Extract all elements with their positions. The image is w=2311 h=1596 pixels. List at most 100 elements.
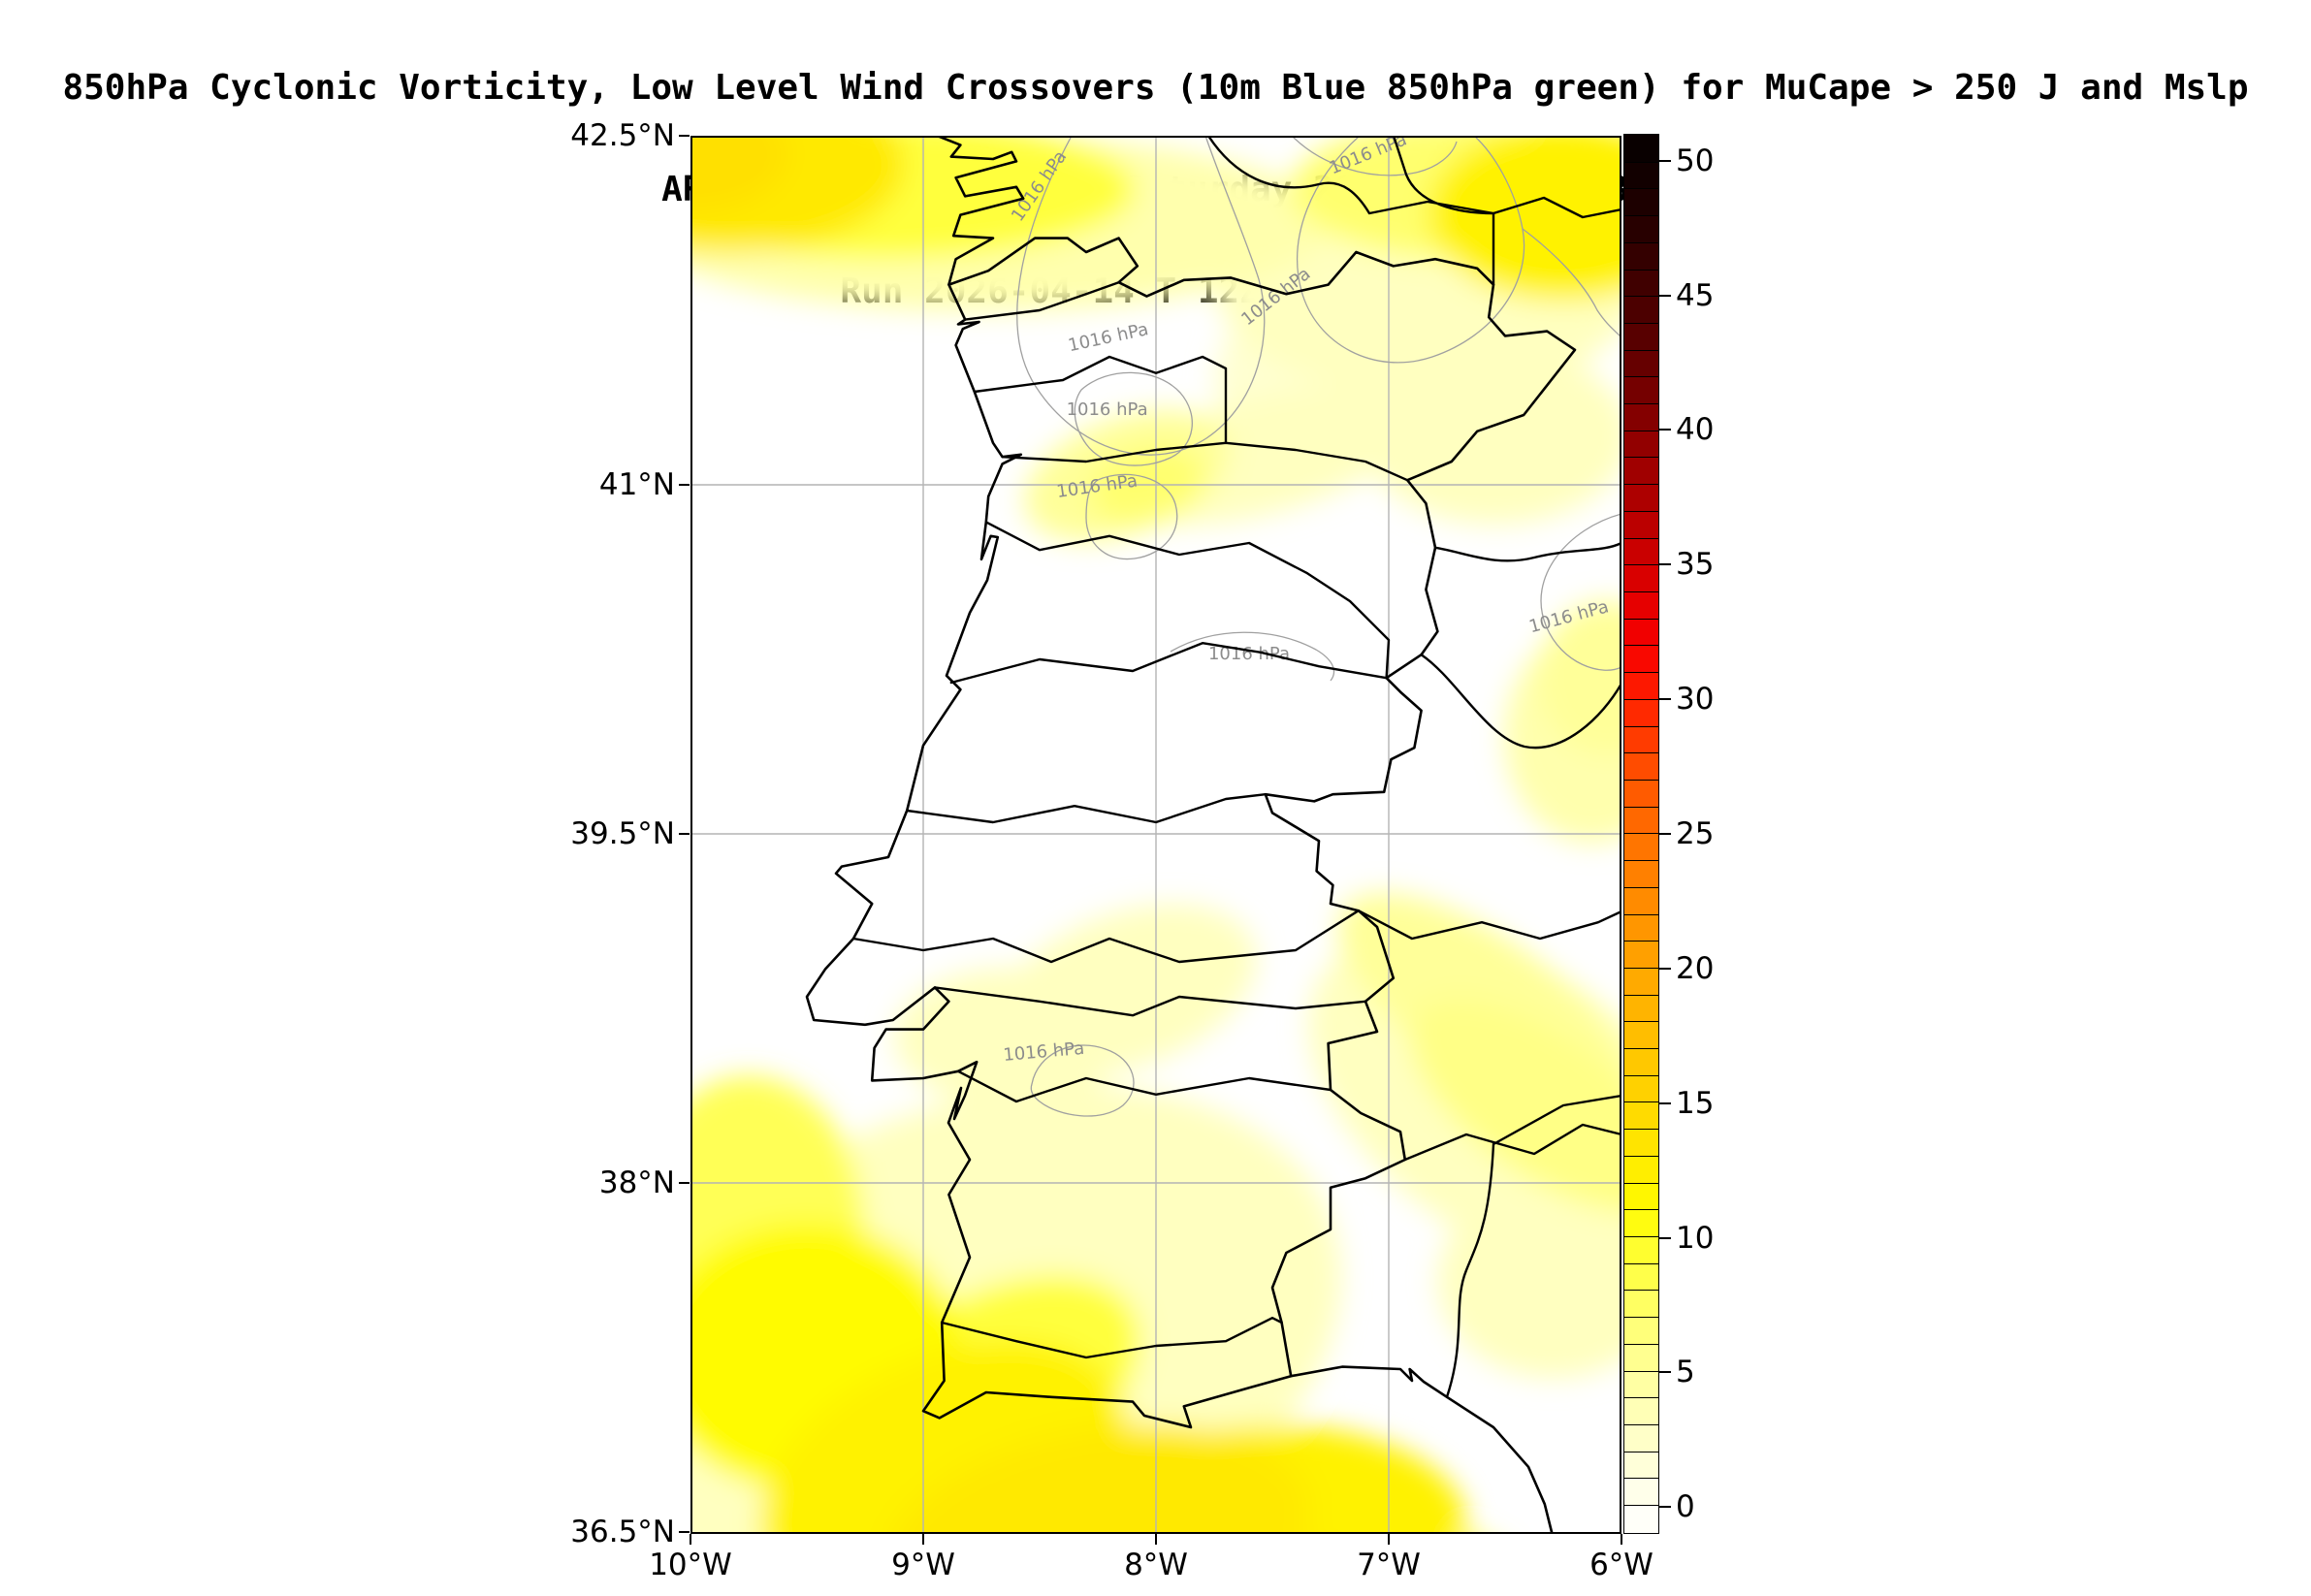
colorbar-segment (1624, 1451, 1658, 1479)
vorticity-blob (690, 136, 788, 213)
x-tick-mark (1155, 1534, 1157, 1545)
colorbar-segment (1624, 269, 1658, 297)
colorbar-tick-label: 5 (1676, 1355, 1695, 1390)
x-tick-label: 10°W (649, 1548, 732, 1582)
isobar-value-label: 1016 hPa (1067, 399, 1148, 420)
colorbar-tick-label: 25 (1676, 816, 1715, 851)
coastline-borders-layer (805, 136, 1621, 1534)
isobar-value-label: 1016 hPa (1208, 644, 1290, 664)
colorbar-segment (1624, 1343, 1658, 1371)
colorbar-segment (1624, 457, 1658, 485)
colorbar-tick-mark (1659, 563, 1671, 566)
y-tick-label: 42.5°N (570, 118, 675, 153)
colorbar-segment (1624, 1129, 1658, 1156)
vorticity-shading-layer (690, 136, 1621, 1534)
x-tick-mark (690, 1534, 691, 1545)
colorbar-segment (1624, 1182, 1658, 1210)
isobar-contour (1540, 513, 1621, 671)
isobar-contour (1291, 136, 1458, 176)
colorbar-segment (1624, 1397, 1658, 1424)
y-tick-mark (679, 1182, 690, 1184)
colorbar-segment (1624, 376, 1658, 404)
x-tick-label: 8°W (1124, 1548, 1188, 1582)
x-tick-mark (1388, 1534, 1390, 1545)
colorbar-segment (1624, 188, 1658, 216)
y-tick-label: 38°N (598, 1165, 675, 1200)
colorbar-tick-mark (1659, 1236, 1671, 1239)
colorbar-tick-mark (1659, 1101, 1671, 1104)
colorbar-segment (1624, 1155, 1658, 1183)
latlon-gridlines (690, 136, 1621, 1534)
isobar-contour (1085, 473, 1178, 560)
colorbar-tick-mark (1659, 833, 1671, 835)
isobar-value-label: 1016 hPa (1067, 319, 1151, 356)
colorbar-tick-mark (1659, 1371, 1671, 1374)
y-tick-mark (679, 135, 690, 137)
colorbar-segment (1624, 1505, 1658, 1532)
y-tick-label: 41°N (598, 467, 675, 502)
y-tick-label: 39.5°N (570, 816, 675, 851)
colorbar-segment (1624, 1262, 1658, 1291)
colorbar-tick-label: 20 (1676, 950, 1715, 986)
y-tick-label: 36.5°N (570, 1515, 675, 1549)
y-tick-mark (679, 484, 690, 486)
colorbar-segment (1624, 1290, 1658, 1318)
colorbar-tick-mark (1659, 294, 1671, 297)
isobar-contour (1297, 136, 1525, 364)
colorbar-segment (1624, 941, 1658, 968)
colorbar-tick-label: 10 (1676, 1220, 1715, 1256)
colorbar-segment (1624, 537, 1658, 565)
vorticity-blob (885, 1424, 1310, 1534)
colorbar-segment (1624, 1074, 1658, 1102)
colorbar (1623, 134, 1659, 1534)
colorbar-segment (1624, 591, 1658, 619)
isobar-contour (1522, 228, 1621, 338)
colorbar-segment (1624, 1236, 1658, 1263)
y-tick-mark (679, 833, 690, 835)
colorbar-segment (1624, 296, 1658, 323)
colorbar-tick-label: 50 (1676, 143, 1715, 178)
colorbar-segment (1624, 886, 1658, 914)
colorbar-segment (1624, 241, 1658, 270)
colorbar-segment (1624, 484, 1658, 511)
district-boundaries-path (851, 281, 1409, 1359)
y-tick-mark (679, 1531, 690, 1533)
x-tick-label: 9°W (891, 1548, 955, 1582)
colorbar-segment (1624, 1101, 1658, 1130)
colorbar-segment (1624, 913, 1658, 942)
colorbar-segment (1624, 135, 1658, 162)
map-plot-area: 1016 hPa 1016 hPa 1016 hPa 1016 hPa 1016 hPa… (690, 129, 1621, 1534)
colorbar-segment (1624, 215, 1658, 242)
coastline-path (805, 136, 1554, 1534)
isobar-contour (1074, 371, 1193, 466)
colorbar-segment (1624, 1209, 1658, 1236)
colorbar-segment (1624, 994, 1658, 1022)
colorbar-segment (1624, 1423, 1658, 1452)
colorbar-segment (1624, 564, 1658, 592)
vorticity-blob (1537, 601, 1621, 755)
colorbar-tick-mark (1659, 429, 1671, 431)
colorbar-tick-mark (1659, 1506, 1671, 1509)
colorbar-tick-label: 40 (1676, 412, 1715, 448)
vorticity-blob (1437, 1183, 1621, 1379)
colorbar-segment (1624, 349, 1658, 377)
spain-province-boundaries-path (1206, 136, 1621, 1398)
colorbar-segment (1624, 672, 1658, 699)
x-tick-label: 7°W (1357, 1548, 1421, 1582)
colorbar-tick-label: 0 (1676, 1489, 1695, 1525)
chart-title-line1: 850hPa Cyclonic Vorticity, Low Level Win… (62, 68, 2249, 108)
colorbar-tick-label: 35 (1676, 547, 1715, 583)
colorbar-tick-label: 15 (1676, 1085, 1715, 1121)
colorbar-tick-mark (1659, 159, 1671, 162)
colorbar-segment (1624, 752, 1658, 780)
colorbar-tick-label: 30 (1676, 682, 1715, 718)
colorbar-segment (1624, 645, 1658, 673)
colorbar-tick-label: 45 (1676, 277, 1715, 313)
colorbar-segment (1624, 618, 1658, 646)
colorbar-segment (1624, 510, 1658, 538)
colorbar-tick-mark (1659, 967, 1671, 970)
colorbar-segment (1624, 322, 1658, 350)
isobar-contour (1030, 1044, 1135, 1117)
x-tick-mark (1621, 1534, 1622, 1545)
